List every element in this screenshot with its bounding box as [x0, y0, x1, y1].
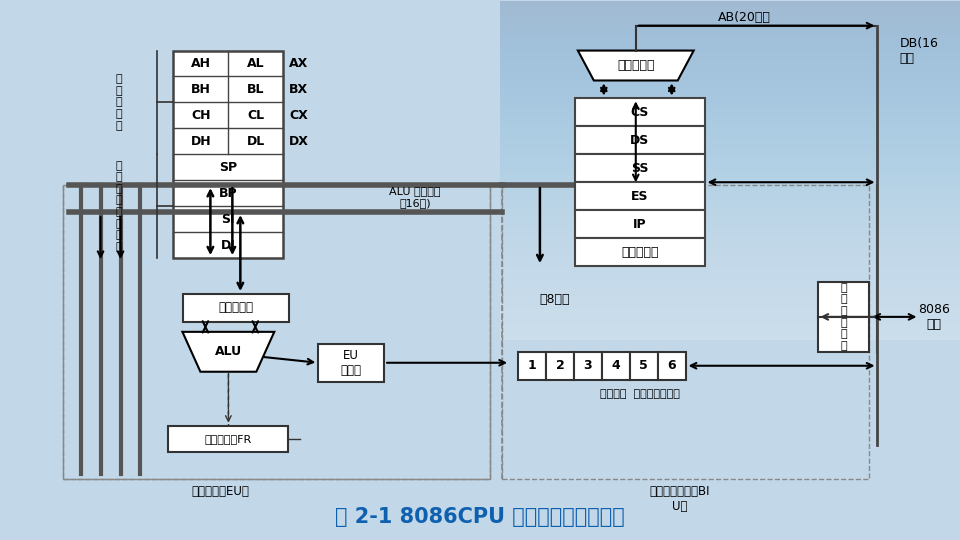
Bar [658, 352, 685, 380]
Text: 标志寄存器FR: 标志寄存器FR [204, 434, 252, 443]
Text: AB(20位）: AB(20位） [718, 11, 771, 24]
Text: 执行部件（EU）: 执行部件（EU） [191, 485, 250, 498]
Bar [174, 51, 283, 258]
Text: SP: SP [219, 161, 237, 174]
Polygon shape [578, 51, 694, 80]
Bar [575, 210, 705, 238]
Text: EU
控制器: EU 控制器 [341, 349, 362, 377]
Bar [62, 185, 490, 480]
Bar [62, 185, 490, 480]
Text: SS: SS [631, 162, 649, 175]
Text: BX: BX [289, 83, 308, 96]
Bar [318, 344, 384, 382]
Text: 内部暂存器: 内部暂存器 [621, 246, 659, 259]
Text: 暂存寄存器: 暂存寄存器 [219, 301, 253, 314]
Text: DX: DX [289, 135, 309, 148]
Text: AL: AL [247, 57, 265, 70]
Text: 总
线
控
制
逻
辑: 总 线 控 制 逻 辑 [840, 283, 847, 351]
Text: DH: DH [191, 135, 211, 148]
Bar [818, 282, 870, 352]
Bar [546, 352, 574, 380]
Text: CX: CX [289, 109, 308, 122]
Bar [575, 182, 705, 210]
Text: BH: BH [191, 83, 211, 96]
Text: ALU 数据总线
（16位): ALU 数据总线 （16位) [390, 186, 441, 208]
Text: 5: 5 [639, 359, 648, 372]
Bar [168, 426, 288, 451]
Text: 图 2-1 8086CPU 的内部功能结构框图: 图 2-1 8086CPU 的内部功能结构框图 [335, 508, 625, 528]
Text: 地址加法器: 地址加法器 [617, 59, 655, 72]
Bar [575, 126, 705, 154]
Text: ALU: ALU [215, 345, 242, 358]
Text: 总线接口部件（BI
U）: 总线接口部件（BI U） [650, 485, 710, 514]
Text: 4: 4 [612, 359, 620, 372]
Text: BP: BP [219, 187, 238, 200]
Text: 8086
总线: 8086 总线 [919, 303, 950, 331]
Text: SI: SI [222, 213, 235, 226]
Text: DB(16
位）: DB(16 位） [900, 37, 938, 65]
Bar [575, 98, 705, 126]
Text: AX: AX [289, 57, 308, 70]
Bar [630, 352, 658, 380]
Text: 队列总线  指令队列缓冲器: 队列总线 指令队列缓冲器 [600, 389, 680, 399]
Text: DS: DS [630, 134, 649, 147]
Text: 1: 1 [528, 359, 537, 372]
Text: DI: DI [221, 239, 236, 252]
Text: AH: AH [191, 57, 211, 70]
Text: 2: 2 [556, 359, 564, 372]
Bar [602, 352, 630, 380]
Bar [502, 185, 870, 480]
Text: CS: CS [631, 106, 649, 119]
Text: IP: IP [633, 218, 647, 231]
Text: 指
针
和
变
址
寄
存
器: 指 针 和 变 址 寄 存 器 [115, 160, 122, 252]
Text: DL: DL [247, 135, 265, 148]
Text: （8位）: （8位） [540, 293, 570, 306]
Bar [575, 154, 705, 182]
Text: ES: ES [631, 190, 649, 202]
Text: CL: CL [248, 109, 264, 122]
Text: 6: 6 [667, 359, 676, 372]
Text: 3: 3 [584, 359, 592, 372]
Bar [183, 294, 289, 322]
Text: 数
据
寄
存
器: 数 据 寄 存 器 [115, 74, 122, 131]
Bar [574, 352, 602, 380]
Bar [575, 238, 705, 266]
Text: BL: BL [247, 83, 265, 96]
Bar [518, 352, 546, 380]
Polygon shape [182, 332, 275, 372]
Text: CH: CH [191, 109, 210, 122]
